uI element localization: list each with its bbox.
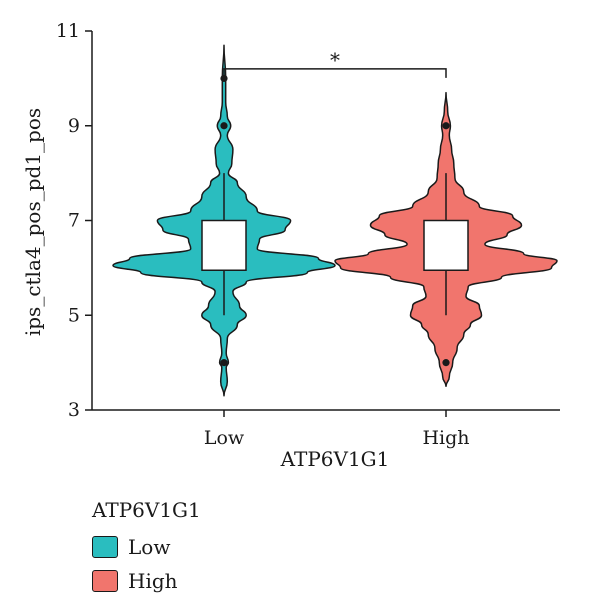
x-tick-label: High — [422, 427, 469, 449]
significance-label: * — [330, 48, 340, 72]
outlier-point — [220, 359, 228, 367]
outlier-point — [442, 122, 450, 130]
legend-title: ATP6V1G1 — [92, 498, 201, 522]
y-tick-label: 3 — [68, 399, 80, 421]
legend-label-low: Low — [128, 535, 171, 559]
x-tick-label: Low — [204, 427, 245, 449]
x-axis-title: ATP6V1G1 — [280, 447, 390, 470]
y-axis: 3 5 7 9 11 — [56, 20, 93, 421]
outlier-point — [220, 122, 228, 130]
y-tick-label: 5 — [68, 304, 80, 326]
legend-label-high: High — [128, 569, 178, 593]
legend: ATP6V1G1 Low High — [92, 498, 201, 598]
x-axis: Low High — [92, 409, 560, 449]
violin-group-low — [112, 44, 336, 397]
violins — [112, 44, 558, 397]
box-low — [201, 219, 247, 271]
legend-item-low: Low — [92, 530, 201, 564]
violin-group-high — [334, 91, 558, 388]
legend-item-high: High — [92, 564, 201, 598]
y-tick-label: 9 — [68, 115, 80, 137]
outlier-point — [220, 74, 228, 82]
violin-plot: 3 5 7 9 11 Low High * ATP6V1G1 ips_ctla4_pos_… — [21, 20, 560, 470]
outlier-point — [442, 359, 450, 367]
y-axis-title: ips_ctla4_pos_pd1_pos — [21, 108, 45, 336]
significance-bracket: * — [223, 48, 447, 78]
bracket-line — [223, 68, 447, 78]
y-tick-label: 7 — [68, 210, 80, 232]
box-high — [423, 219, 469, 271]
legend-key-high — [92, 570, 118, 592]
legend-key-low — [92, 536, 118, 558]
y-tick-label: 11 — [56, 20, 80, 42]
